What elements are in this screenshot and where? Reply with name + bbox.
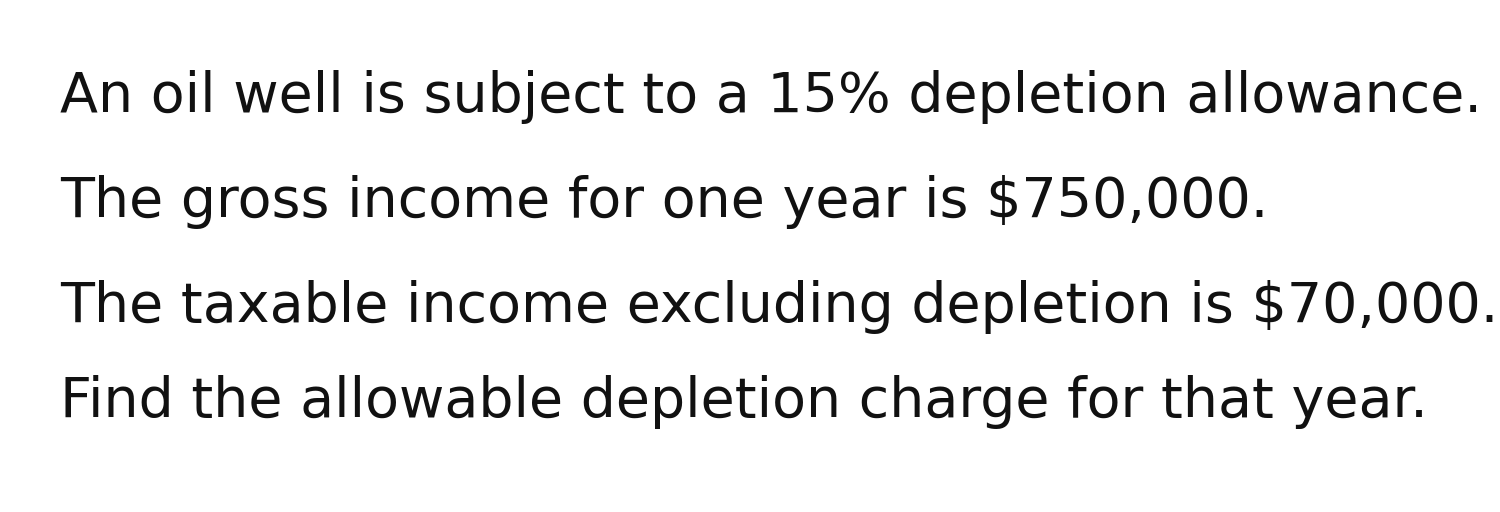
Text: Find the allowable depletion charge for that year.: Find the allowable depletion charge for …: [60, 375, 1428, 429]
Text: The gross income for one year is $750,000.: The gross income for one year is $750,00…: [60, 175, 1269, 229]
Text: The taxable income excluding depletion is $70,000.: The taxable income excluding depletion i…: [60, 280, 1498, 334]
Text: An oil well is subject to a 15% depletion allowance.: An oil well is subject to a 15% depletio…: [60, 70, 1482, 124]
